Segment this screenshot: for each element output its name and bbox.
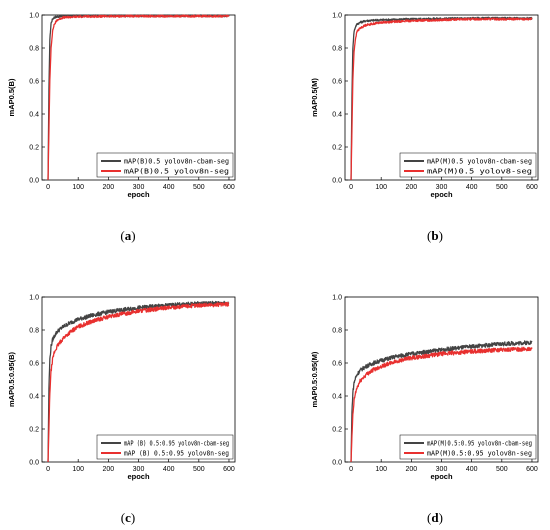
y-tick-label: 0.8	[29, 328, 39, 335]
y-tick-label: 0.2	[332, 427, 342, 434]
y-tick-label: 0.8	[332, 46, 342, 53]
y-tick-label: 1.0	[29, 295, 39, 302]
y-tick-label: 1.0	[332, 295, 342, 302]
x-tick-label: 500	[193, 184, 205, 191]
legend-box	[399, 152, 537, 178]
legend: mAP(M)0.5:0.95 yolov8n-cbam-seg mAP(M)0.5…	[399, 434, 537, 460]
legend-box	[96, 434, 234, 460]
x-tick-label: 100	[375, 184, 387, 191]
x-tick-label: 300	[133, 466, 145, 473]
legend-entry-2: mAP(B)0.5 yolov8n-seg	[124, 168, 229, 176]
x-tick-label: 400	[163, 466, 175, 473]
legend-entry-2: mAP(M)0.5 yolov8-seg	[427, 168, 532, 176]
x-tick-label: 100	[72, 466, 84, 473]
legend: mAP(B)0.5 yolov8n-cbam-seg mAP(B)0.5 yolo…	[96, 152, 234, 178]
x-tick-label: 400	[466, 466, 478, 473]
x-tick-label: 200	[406, 466, 418, 473]
y-tick-label: 0.6	[29, 361, 39, 368]
x-tick-label: 500	[193, 466, 205, 473]
y-tick-label: 0.0	[29, 460, 39, 467]
y-tick-label: 0.2	[29, 427, 39, 434]
x-tick-label: 200	[103, 184, 115, 191]
panel-caption: (b)	[427, 228, 443, 243]
y-tick-label: 0.6	[332, 79, 342, 86]
y-tick-label: 1.0	[29, 13, 39, 20]
x-axis-label: epoch	[430, 190, 453, 199]
chart-panel-c: 0.0 0.2 0.4 0.6 0.8 1.0 0 100 200 300 400 500 600 epo…	[7, 295, 236, 525]
y-axis-label: mAP0.5(M)	[310, 78, 319, 117]
y-tick-label: 0.0	[29, 178, 39, 185]
panel-caption: (c)	[121, 510, 135, 525]
x-tick-label: 500	[496, 184, 508, 191]
x-tick-label: 600	[526, 184, 538, 191]
chart-panel-b: 0.0 0.2 0.4 0.6 0.8 1.0 0 100 200 300 400 500 600 epo…	[310, 13, 539, 243]
legend-entry-1: mAP(B)0.5 yolov8n-cbam-seg	[124, 158, 229, 166]
x-tick-label: 200	[406, 184, 418, 191]
panel-caption: (a)	[120, 228, 135, 243]
legend-entry-1: mAP(M)0.5:0.95 yolov8n-cbam-seg	[427, 440, 532, 448]
y-tick-label: 0.4	[29, 394, 39, 401]
series-line-2	[350, 17, 533, 181]
x-tick-label: 200	[103, 466, 115, 473]
x-tick-label: 600	[223, 184, 235, 191]
series-line-1	[350, 340, 533, 463]
x-tick-label: 500	[496, 466, 508, 473]
y-tick-label: 0.6	[332, 361, 342, 368]
chart-panel-a: 0.0 0.2 0.4 0.6 0.8 1.0 0 100 200 300 400 500 600 epo…	[7, 13, 236, 243]
y-tick-label: 0.0	[332, 460, 342, 467]
y-axis-label: mAP0.5:0.95(M)	[310, 351, 319, 407]
legend: mAP(M)0.5 yolov8n-cbam-seg mAP(M)0.5 yolo…	[399, 152, 537, 178]
x-tick-label: 0	[46, 184, 50, 191]
x-tick-label: 0	[46, 466, 50, 473]
legend-entry-1: mAP(M)0.5 yolov8n-cbam-seg	[427, 158, 532, 166]
y-tick-label: 0.4	[29, 112, 39, 119]
legend-entry-2: mAP(M)0.5:0.95 yolov8n-seg	[427, 450, 532, 458]
y-axis-label: mAP0.5(B)	[7, 78, 16, 116]
x-tick-label: 100	[72, 184, 84, 191]
y-tick-label: 0.4	[332, 394, 342, 401]
x-tick-label: 300	[436, 184, 448, 191]
legend-box	[96, 152, 234, 178]
legend-entry-1: mAP (B) 0.5:0.95 yolov8n-cbam-seg	[124, 440, 229, 448]
x-tick-label: 0	[349, 466, 353, 473]
x-tick-label: 400	[163, 184, 175, 191]
legend-entry-2: mAP (B) 0.5:0.95 yolov8n-seg	[124, 450, 229, 458]
x-tick-label: 300	[133, 184, 145, 191]
y-tick-label: 1.0	[332, 13, 342, 20]
x-tick-label: 600	[526, 466, 538, 473]
panel-caption: (d)	[427, 510, 443, 525]
legend-box	[399, 434, 537, 460]
series-line-2	[47, 14, 230, 181]
x-tick-label: 400	[466, 184, 478, 191]
y-tick-label: 0.2	[332, 145, 342, 152]
series-line-2	[350, 346, 533, 463]
x-tick-label: 600	[223, 466, 235, 473]
y-tick-label: 0.8	[332, 328, 342, 335]
y-axis-label: mAP0.5:0.95(B)	[7, 351, 16, 407]
legend: mAP (B) 0.5:0.95 yolov8n-cbam-seg mAP (B)…	[96, 434, 234, 460]
y-tick-label: 0.8	[29, 46, 39, 53]
y-tick-label: 0.4	[332, 112, 342, 119]
y-tick-label: 0.6	[29, 79, 39, 86]
x-tick-label: 0	[349, 184, 353, 191]
chart-panel-d: 0.0 0.2 0.4 0.6 0.8 1.0 0 100 200 300 400 500 600 epo…	[310, 295, 539, 525]
y-tick-label: 0.2	[29, 145, 39, 152]
y-tick-label: 0.0	[332, 178, 342, 185]
series-line-2	[47, 301, 230, 463]
x-axis-label: epoch	[127, 190, 150, 199]
x-tick-label: 300	[436, 466, 448, 473]
x-axis-label: epoch	[127, 472, 150, 481]
x-axis-label: epoch	[430, 472, 453, 481]
x-tick-label: 100	[375, 466, 387, 473]
